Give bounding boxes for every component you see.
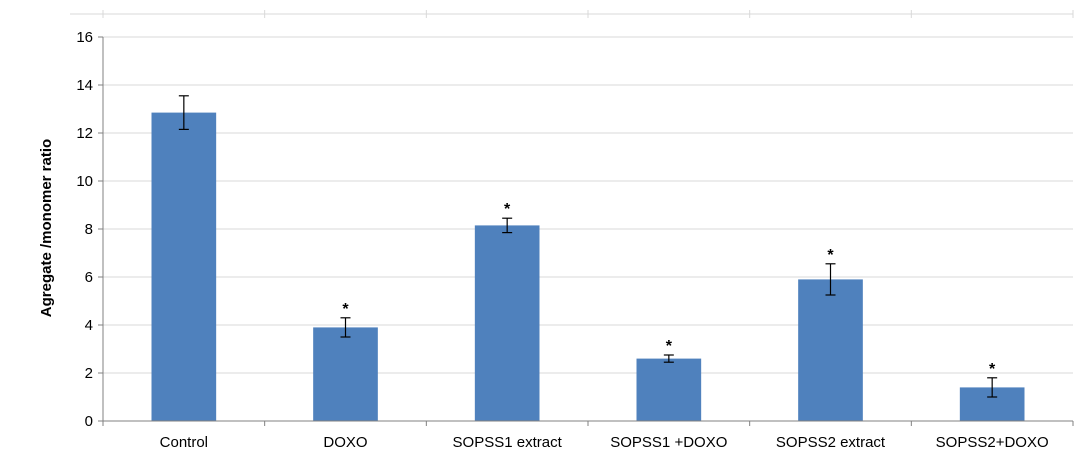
axes xyxy=(98,36,1074,426)
x-tick-labels: Control DOXO SOPSS1 extract SOPSS1 +DOXO SOP… xyxy=(160,434,1049,451)
bar xyxy=(636,358,702,421)
y-tick-label: 8 xyxy=(85,221,93,238)
x-tick-label: Control xyxy=(160,434,208,451)
x-tick-label: SOPSS1 +DOXO xyxy=(610,434,727,451)
y-tick-label: 16 xyxy=(76,29,93,46)
y-axis-title: Agregate /monomer ratio xyxy=(38,139,55,317)
error-bars xyxy=(178,95,998,398)
y-tick-label: 12 xyxy=(76,125,93,142)
y-tick-labels: 0 2 4 6 8 10 12 14 16 xyxy=(76,29,93,430)
significance-star: * xyxy=(827,247,834,264)
x-tick-label: SOPSS1 extract xyxy=(453,434,563,451)
bar xyxy=(151,112,217,421)
x-tick-label: SOPSS2+DOXO xyxy=(936,434,1049,451)
x-tick-label: DOXO xyxy=(323,434,367,451)
significance-star: * xyxy=(504,201,511,218)
bars xyxy=(151,112,1025,421)
y-tick-label: 2 xyxy=(85,365,93,382)
significance-markers: * * * * * xyxy=(342,201,996,378)
x-tick-label: SOPSS2 extract xyxy=(776,434,886,451)
gridlines xyxy=(70,10,1074,374)
significance-star: * xyxy=(989,361,996,378)
y-tick-label: 0 xyxy=(85,413,93,430)
significance-star: * xyxy=(666,338,673,355)
y-tick-label: 4 xyxy=(85,317,93,334)
y-tick-label: 14 xyxy=(76,77,93,94)
bar xyxy=(474,225,540,421)
y-tick-label: 6 xyxy=(85,269,93,286)
bar xyxy=(798,279,863,421)
y-tick-label: 10 xyxy=(76,173,93,190)
bar xyxy=(313,327,378,421)
significance-star: * xyxy=(342,301,349,318)
